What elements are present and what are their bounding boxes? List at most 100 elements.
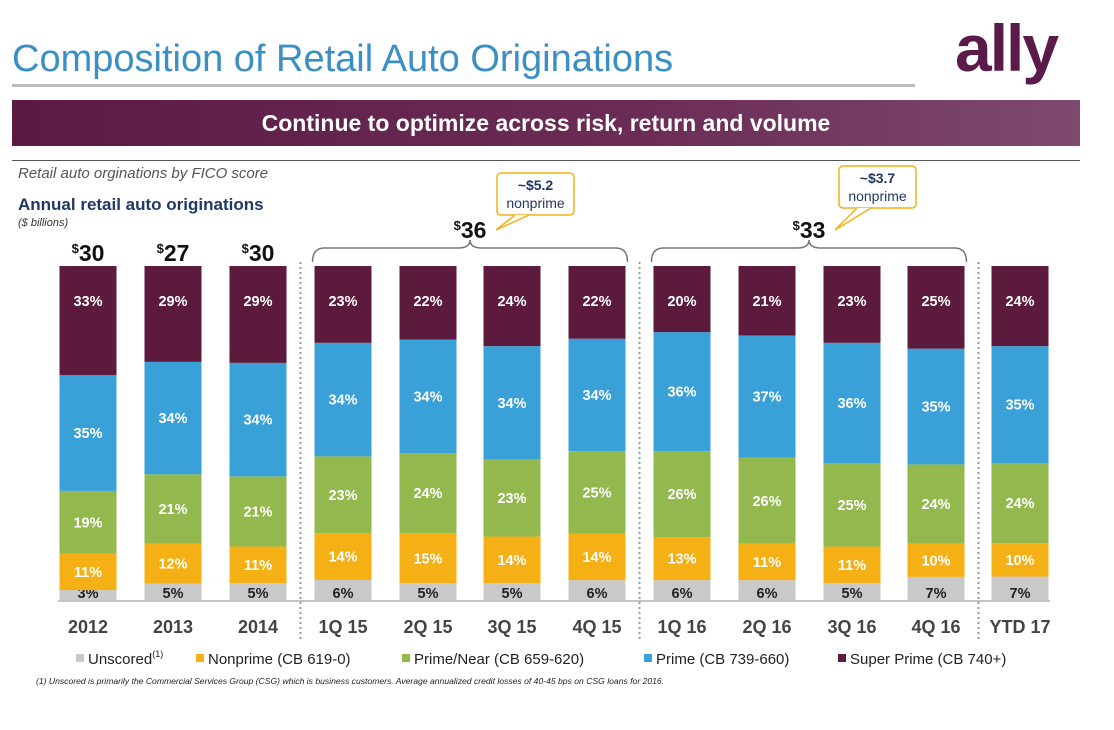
data-label: 21% <box>158 502 187 518</box>
data-label: 24% <box>413 486 442 502</box>
bar-segment <box>144 543 202 584</box>
data-label: 5% <box>842 586 863 602</box>
subtitle-divider <box>12 160 1080 161</box>
x-tick-label: 3Q 16 <box>827 617 876 637</box>
x-tick-label: 2Q 16 <box>742 617 791 637</box>
legend-swatch <box>402 654 410 662</box>
data-label: 6% <box>672 586 693 602</box>
bar-segment <box>229 266 287 363</box>
data-label: 35% <box>921 400 950 416</box>
data-label: 29% <box>158 294 187 310</box>
bar-segment <box>314 579 372 600</box>
bar-segment <box>229 546 287 584</box>
data-label: 29% <box>243 294 272 310</box>
x-tick-label: 1Q 16 <box>657 617 706 637</box>
callout-label: nonprime <box>506 195 565 211</box>
group-total-label: $36 <box>454 217 487 243</box>
x-tick-label: 2Q 15 <box>403 617 452 637</box>
bar-segment <box>229 362 287 477</box>
data-label: 24% <box>1005 294 1034 310</box>
legend-label: Super Prime (CB 740+) <box>850 651 1006 668</box>
legend-label: Prime/Near (CB 659-620) <box>414 651 584 668</box>
callout-pointer <box>495 214 530 231</box>
data-label: 7% <box>1010 586 1031 602</box>
data-label: 14% <box>497 553 526 569</box>
data-label: 23% <box>328 488 357 504</box>
data-label: 12% <box>158 557 187 573</box>
bar-segment <box>483 346 541 460</box>
data-label: 20% <box>667 294 696 310</box>
bar-segment <box>399 339 457 454</box>
bar-segment <box>568 580 626 600</box>
chart-unit-label: ($ billions) <box>18 217 69 229</box>
bar-segment <box>59 553 117 591</box>
footnote: (1) Unscored is primarily the Commercial… <box>36 676 665 686</box>
bar-segment <box>229 583 287 600</box>
bar-segment <box>653 266 711 333</box>
data-label: 14% <box>328 550 357 566</box>
bar-segment <box>991 576 1049 600</box>
bar-segment <box>314 342 372 457</box>
bar-segment <box>991 346 1049 464</box>
bar-segment <box>738 335 796 458</box>
x-tick-label: YTD 17 <box>989 617 1050 637</box>
bar-segment <box>483 459 541 537</box>
bar-segment <box>144 474 202 544</box>
bar-segment <box>823 583 881 600</box>
data-label: 34% <box>497 396 526 412</box>
annual-total-label: $27 <box>157 240 190 266</box>
data-label: 34% <box>158 411 187 427</box>
data-label: 26% <box>752 494 781 510</box>
callout-amount: ~$5.2 <box>518 177 554 193</box>
banner: Continue to optimize across risk, return… <box>12 100 1080 146</box>
data-label: 25% <box>582 486 611 502</box>
data-label: 15% <box>413 551 442 567</box>
data-label: 25% <box>837 498 866 514</box>
bar-segment <box>738 580 796 600</box>
data-label: 6% <box>333 586 354 602</box>
x-tick-label: 2013 <box>153 617 193 637</box>
bar-segment <box>59 590 117 600</box>
bar-segment <box>568 533 626 581</box>
bar-segment <box>144 583 202 600</box>
data-label: 5% <box>418 586 439 602</box>
callout-pointer <box>834 207 872 231</box>
x-tick-label: 3Q 15 <box>487 617 536 637</box>
banner-text: Continue to optimize across risk, return… <box>261 109 831 136</box>
x-tick-label: 2012 <box>68 617 108 637</box>
bar-segment <box>568 266 626 339</box>
data-label: 11% <box>838 558 866 574</box>
bar-segment <box>314 266 372 343</box>
legend-swatch <box>76 654 84 662</box>
callout-label: nonprime <box>848 188 907 204</box>
data-label: 34% <box>413 389 442 405</box>
data-label: 13% <box>667 552 696 568</box>
ally-logo: ally <box>955 11 1059 85</box>
data-label: 24% <box>1005 496 1034 512</box>
data-label: 23% <box>328 294 357 310</box>
legend-swatch <box>196 654 204 662</box>
x-tick-label: 1Q 15 <box>318 617 367 637</box>
bar-segment <box>907 348 965 465</box>
data-label: 22% <box>413 294 442 310</box>
bar-segment <box>653 332 711 452</box>
data-label: 5% <box>163 586 184 602</box>
data-label: 26% <box>667 487 696 503</box>
bar-segment <box>653 451 711 538</box>
data-label: 11% <box>753 555 781 571</box>
annual-total-label: $30 <box>72 240 105 266</box>
x-tick-label: 2014 <box>238 617 278 637</box>
data-label: 5% <box>502 586 523 602</box>
x-tick-label: 4Q 15 <box>572 617 621 637</box>
group-brace <box>650 239 968 263</box>
data-label: 35% <box>1005 398 1034 414</box>
bar-segment <box>823 266 881 343</box>
legend-label: Nonprime (CB 619-0) <box>208 651 351 668</box>
legend-swatch <box>838 654 846 662</box>
data-label: 34% <box>328 393 357 409</box>
bar-segment <box>653 537 711 581</box>
page-title: Composition of Retail Auto Originations <box>12 38 674 80</box>
data-label: 10% <box>921 553 950 569</box>
bar-segment <box>738 543 796 581</box>
